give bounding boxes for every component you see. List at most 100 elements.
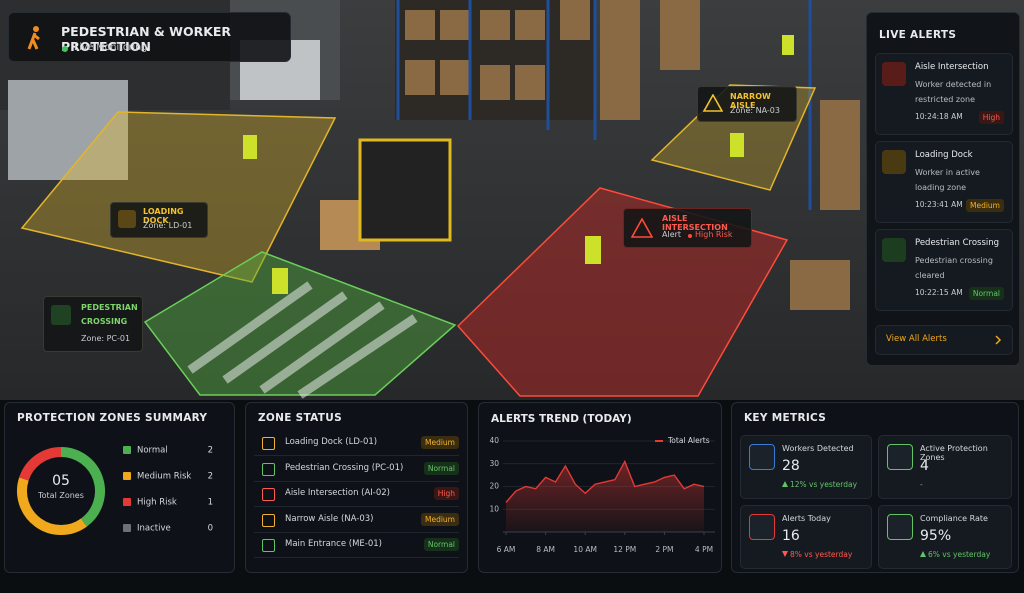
icon: [51, 305, 71, 325]
link-text: View All Alerts: [886, 334, 947, 344]
zone-level: High: [433, 487, 459, 500]
zone-row: Main Entrance (ME-01) Normal: [254, 533, 459, 558]
status: Live Monitoring: [74, 42, 148, 53]
panel-title: PROTECTION ZONES SUMMARY: [17, 412, 208, 424]
metric-label: Active Protection Zones: [920, 444, 988, 462]
tag-title: PEDESTRIAN: [81, 303, 138, 312]
y-tick-label: 40: [489, 436, 499, 445]
alert-level: High: [978, 111, 1004, 124]
alert-level: Medium: [966, 199, 1004, 212]
legend-swatch: [123, 524, 131, 532]
metric-delta: 12% vs yesterday: [790, 480, 858, 489]
metric-value: 28: [782, 458, 800, 474]
zone-status: ZONE STATUS Loading Dock (LD-01) Medium Pe…: [245, 402, 468, 573]
zone-level: Medium: [421, 436, 459, 449]
legend-value: 2: [208, 472, 213, 482]
zone-name: Main Entrance (ME-01): [285, 539, 382, 549]
zone-level: Normal: [423, 461, 459, 475]
tag-title: NARROW AISLE: [730, 92, 771, 110]
tag-zone: Zone: NA-03: [730, 106, 780, 115]
legend-value: 2: [208, 446, 213, 456]
trend-chart: ALERTS TREND (TODAY) 10 20 30 40 6 AM 8 AM 10 …: [489, 413, 715, 554]
key-metrics: KEY METRICS Workers Detected 28 12% vs yes…: [731, 402, 1019, 573]
alert-time: 10:24:18 AM: [915, 112, 963, 121]
alerts-trend: ALERTS TREND (TODAY) 10 20 30 40 6 AM 8 AM 10 …: [478, 402, 722, 573]
x-tick-label: 8 AM: [536, 545, 555, 554]
tag-title: LOADING DOCK: [143, 207, 184, 225]
delta-arrow: [782, 481, 788, 487]
dot: [688, 234, 692, 238]
walk-icon: [27, 26, 40, 50]
chart-title: ALERTS TREND (TODAY): [491, 413, 632, 425]
legend-label: Medium Risk: [137, 472, 191, 482]
donut-segment: [17, 477, 87, 535]
legend-swatch: [123, 446, 131, 454]
metric-card: Compliance Rate 95% 6% vs yesterday: [878, 505, 1012, 569]
tag-risk: High Risk: [695, 230, 733, 239]
legend-label: Inactive: [137, 524, 171, 534]
x-tick-label: 4 PM: [695, 545, 713, 554]
zone-name: Narrow Aisle (NA-03): [285, 513, 374, 524]
alert-card: Pedestrian Crossing Pedestrian crossing c…: [875, 229, 1013, 311]
alert-card: Aisle Intersection Worker detected in res…: [875, 53, 1013, 135]
live-dot: [62, 46, 68, 52]
legend-swatch: [123, 472, 131, 480]
alert-level: Normal: [968, 287, 1004, 300]
y-tick-label: 20: [489, 482, 499, 491]
alert-time: 10:22:15 AM: [915, 288, 963, 297]
panel-title: LIVE ALERTS: [879, 29, 957, 41]
legend-swatch: [123, 498, 131, 506]
zone-icon: [262, 437, 275, 450]
y-tick-label: 10: [489, 504, 499, 513]
delta-arrow: [782, 551, 788, 557]
zone-icon: [262, 488, 275, 501]
metric-icon: [749, 444, 775, 470]
crossing-tag: PEDESTRIAN CROSSING Zone: PC-01: [43, 296, 143, 352]
tag-title: AISLE INTERSECTION: [662, 214, 728, 232]
alert-title: Loading Dock: [915, 150, 973, 160]
intersection-tag: AISLE INTERSECTION Alert High Risk: [623, 208, 752, 248]
tag-title: CROSSING: [81, 317, 128, 326]
zone-level: Medium: [421, 512, 459, 526]
narrow-aisle-tag: NARROW AISLE Zone: NA-03: [697, 86, 797, 122]
alert-icon: [882, 238, 906, 262]
metric-card: Alerts Today 16 8% vs yesterday: [740, 505, 872, 569]
delta-arrow: [920, 551, 926, 557]
live-alerts: LIVE ALERTS Aisle Intersection Worker det…: [866, 12, 1020, 366]
metric-icon: [887, 444, 913, 470]
x-tick-label: 12 PM: [613, 545, 636, 554]
metric-delta: 6% vs yesterday: [928, 550, 991, 559]
zone-row: Narrow Aisle (NA-03) Medium: [254, 508, 459, 533]
zone-name: Loading Dock (LD-01): [285, 437, 378, 447]
legend-label: Total Alerts: [667, 436, 710, 445]
header: PEDESTRIAN & WORKER PROTECTION Live Moni…: [8, 12, 291, 62]
metric-value: 95%: [920, 528, 952, 544]
title: PEDESTRIAN & WORKER PROTECTION: [61, 24, 232, 54]
trend-area: [506, 461, 704, 532]
icon: [118, 210, 136, 228]
zone-level: Normal: [423, 538, 459, 551]
zone-icon: [262, 539, 275, 552]
metric-card: Workers Detected 28 12% vs yesterday: [740, 435, 872, 499]
metric-label: Alerts Today: [782, 514, 831, 523]
metric-label: Compliance Rate: [920, 514, 988, 523]
x-tick-label: 6 AM: [497, 545, 516, 554]
warn-icon: [631, 218, 653, 238]
alert-icon: [882, 62, 906, 86]
donut-chart: Normal 2 Medium Risk 2 High Risk 1 Inactive 0: [17, 446, 213, 535]
view-all-alerts[interactable]: View All Alerts: [875, 325, 1013, 355]
zone-name: Aisle Intersection (AI-02): [285, 488, 391, 498]
zones-summary: PROTECTION ZONES SUMMARY Normal 2 Medium R…: [4, 402, 235, 573]
warn-icon: [703, 94, 723, 112]
zone-icon: [262, 513, 275, 527]
total: 05: [52, 473, 70, 489]
metric-icon: [749, 514, 775, 540]
alert-title: Aisle Intersection: [915, 62, 989, 72]
tag-status: Alert: [662, 230, 682, 239]
zone-name: Pedestrian Crossing (PC-01): [285, 462, 404, 473]
legend-value: 0: [208, 524, 213, 534]
metric-delta: -: [920, 480, 923, 489]
legend-label: Normal: [137, 446, 168, 456]
alert-title: Pedestrian Crossing: [915, 238, 1000, 248]
